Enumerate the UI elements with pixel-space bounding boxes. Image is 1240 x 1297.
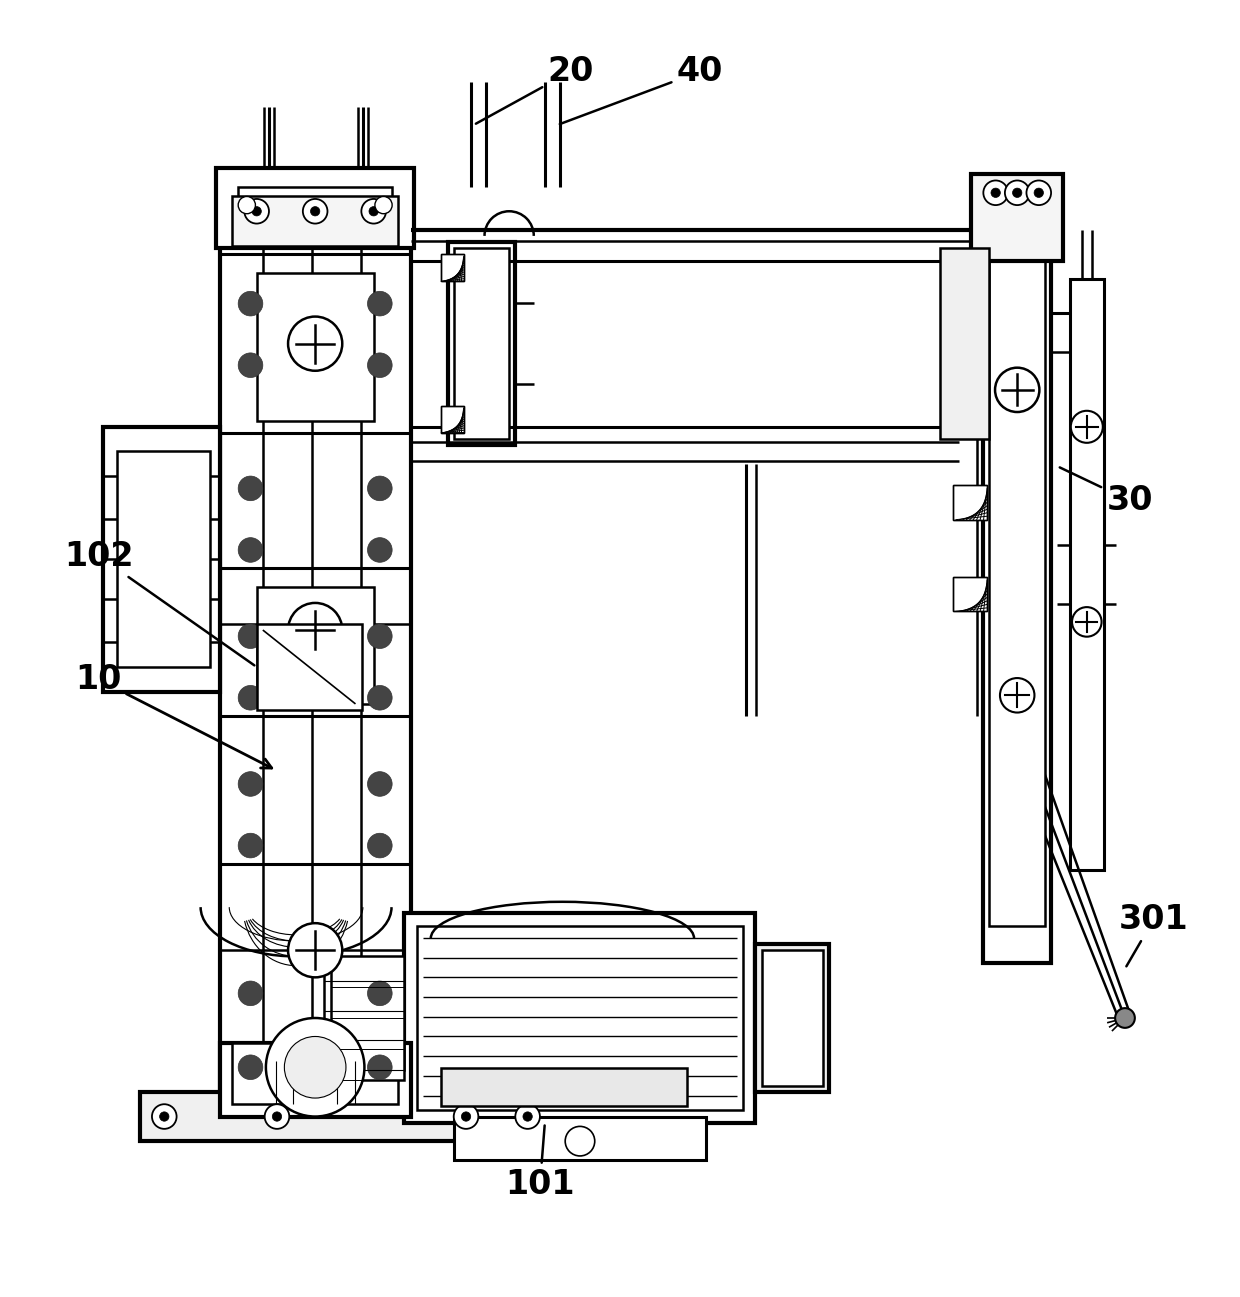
Bar	[441, 406, 464, 433]
Bar	[940, 248, 990, 440]
Circle shape	[1004, 180, 1029, 205]
Bar	[952, 577, 987, 611]
Circle shape	[264, 1104, 289, 1128]
Circle shape	[238, 196, 255, 214]
Circle shape	[153, 1104, 176, 1128]
Bar	[257, 272, 373, 420]
Circle shape	[367, 538, 392, 563]
Circle shape	[1115, 1008, 1135, 1027]
Text: 10: 10	[74, 663, 272, 768]
Circle shape	[523, 1112, 532, 1121]
Circle shape	[238, 624, 263, 648]
Circle shape	[238, 833, 263, 857]
Bar	[331, 956, 404, 1079]
Bar	[454, 1117, 707, 1160]
Text: 30: 30	[1060, 467, 1153, 518]
Circle shape	[238, 538, 263, 563]
Circle shape	[367, 685, 392, 709]
Circle shape	[991, 188, 1001, 197]
Bar	[325, 966, 404, 1070]
Bar	[990, 236, 1045, 926]
Text: 102: 102	[64, 540, 254, 665]
Circle shape	[565, 1126, 595, 1156]
Circle shape	[367, 476, 392, 501]
Bar	[238, 187, 392, 243]
Circle shape	[1013, 188, 1022, 197]
Circle shape	[516, 1104, 539, 1128]
Bar	[232, 196, 398, 245]
Bar	[441, 254, 464, 281]
Bar	[952, 485, 987, 520]
Circle shape	[367, 292, 392, 316]
Circle shape	[238, 476, 263, 501]
Bar	[441, 406, 464, 433]
Circle shape	[367, 353, 392, 377]
Text: 40: 40	[559, 54, 723, 125]
Circle shape	[288, 603, 342, 658]
Circle shape	[310, 206, 320, 215]
Circle shape	[374, 196, 392, 214]
Circle shape	[238, 353, 263, 377]
Circle shape	[1027, 180, 1052, 205]
Bar	[952, 577, 987, 611]
Circle shape	[265, 1018, 365, 1117]
Bar	[441, 254, 464, 281]
Text: 101: 101	[505, 1126, 574, 1201]
Bar	[441, 1069, 687, 1106]
Bar	[983, 198, 1052, 962]
Circle shape	[361, 198, 386, 223]
Circle shape	[454, 1104, 479, 1128]
Circle shape	[1073, 607, 1101, 637]
Bar	[103, 427, 219, 691]
Circle shape	[367, 981, 392, 1005]
Text: 20: 20	[476, 54, 594, 123]
Bar	[219, 1043, 410, 1117]
Circle shape	[288, 316, 342, 371]
Bar	[761, 951, 823, 1086]
Circle shape	[238, 1054, 263, 1079]
Bar	[755, 944, 830, 1092]
Circle shape	[367, 772, 392, 796]
Bar	[971, 174, 1064, 261]
Circle shape	[1071, 411, 1102, 442]
Bar	[219, 174, 410, 1092]
Circle shape	[238, 685, 263, 709]
Bar	[454, 248, 510, 440]
Circle shape	[983, 180, 1008, 205]
Circle shape	[284, 1036, 346, 1099]
Bar	[404, 913, 755, 1123]
Circle shape	[244, 198, 269, 223]
Circle shape	[303, 198, 327, 223]
Circle shape	[367, 833, 392, 857]
Bar	[417, 926, 743, 1110]
Bar	[257, 588, 373, 704]
Circle shape	[370, 206, 378, 215]
Circle shape	[252, 206, 262, 215]
Bar	[140, 1092, 491, 1141]
Circle shape	[288, 923, 342, 978]
Circle shape	[273, 1112, 281, 1121]
Bar	[1070, 279, 1104, 870]
Bar	[952, 485, 987, 520]
Circle shape	[999, 678, 1034, 712]
Bar	[216, 169, 414, 248]
Circle shape	[238, 981, 263, 1005]
Circle shape	[160, 1112, 169, 1121]
Circle shape	[994, 367, 1039, 412]
Circle shape	[367, 624, 392, 648]
Text: 301: 301	[1118, 903, 1188, 966]
Circle shape	[238, 772, 263, 796]
Bar	[448, 243, 516, 445]
Circle shape	[367, 1054, 392, 1079]
Bar	[118, 451, 210, 667]
Bar	[257, 624, 362, 709]
Circle shape	[461, 1112, 471, 1121]
Circle shape	[1034, 188, 1043, 197]
Bar	[232, 1043, 398, 1104]
Circle shape	[238, 292, 263, 316]
